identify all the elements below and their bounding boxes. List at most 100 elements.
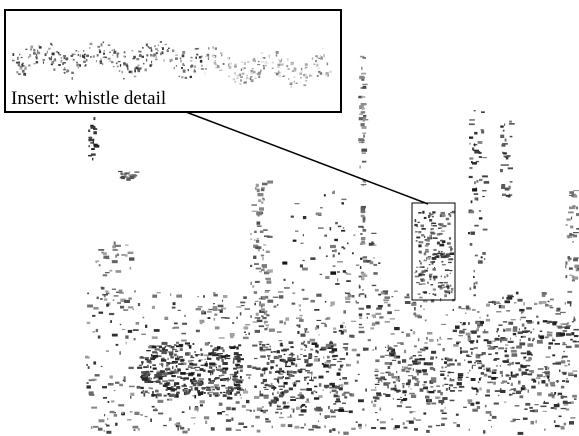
spectrogram-mark bbox=[211, 427, 215, 430]
spectrogram-mark bbox=[304, 350, 305, 351]
detail-mark bbox=[428, 256, 430, 257]
whistle-mark bbox=[51, 64, 53, 66]
spectrogram-mark bbox=[480, 179, 483, 180]
spectrogram-mark bbox=[352, 252, 354, 254]
spectrogram-mark bbox=[484, 369, 485, 370]
spectrogram-mark bbox=[570, 226, 573, 229]
spectrogram-mark bbox=[527, 351, 531, 353]
whistle-mark bbox=[100, 51, 101, 53]
whistle-mark bbox=[296, 83, 298, 84]
spectrogram-mark bbox=[87, 356, 90, 357]
whistle-mark bbox=[61, 60, 62, 63]
spectrogram-mark bbox=[198, 306, 203, 308]
spectrogram-mark bbox=[302, 268, 308, 271]
detail-mark bbox=[447, 242, 451, 245]
spectrogram-mark bbox=[556, 310, 560, 312]
spectrogram-mark bbox=[555, 343, 561, 345]
spectrogram-mark bbox=[114, 390, 116, 391]
spectrogram-mark bbox=[286, 391, 288, 393]
spectrogram-mark bbox=[359, 76, 364, 79]
whistle-mark bbox=[25, 67, 27, 68]
spectrogram-mark bbox=[569, 195, 573, 196]
spectrogram-mark bbox=[319, 383, 322, 387]
whistle-mark bbox=[103, 42, 105, 44]
spectrogram-mark bbox=[360, 258, 362, 260]
spectrogram-mark bbox=[193, 378, 196, 381]
spectrogram-mark bbox=[247, 365, 251, 368]
spectrogram-mark bbox=[564, 351, 565, 352]
whistle-mark bbox=[269, 57, 270, 59]
spectrogram-mark bbox=[113, 249, 118, 251]
spectrogram-mark bbox=[251, 425, 254, 427]
spectrogram-mark bbox=[246, 374, 251, 376]
spectrogram-mark bbox=[325, 362, 331, 364]
spectrogram-mark bbox=[373, 245, 377, 246]
detail-mark bbox=[431, 233, 436, 235]
whistle-mark bbox=[36, 61, 38, 63]
spectrogram-mark bbox=[416, 419, 422, 421]
spectrogram-mark bbox=[219, 395, 220, 396]
spectrogram-mark bbox=[474, 294, 476, 296]
spectrogram-mark bbox=[207, 311, 212, 313]
spectrogram-mark bbox=[483, 430, 485, 433]
spectrogram-mark bbox=[311, 377, 312, 380]
spectrogram-mark bbox=[88, 145, 90, 147]
whistle-mark bbox=[86, 59, 88, 61]
spectrogram-mark bbox=[361, 211, 366, 214]
spectrogram-mark bbox=[470, 348, 474, 350]
spectrogram-mark bbox=[388, 366, 391, 369]
detail-mark bbox=[433, 225, 437, 227]
spectrogram-mark bbox=[455, 359, 457, 361]
spectrogram-mark bbox=[403, 385, 405, 388]
detail-mark bbox=[425, 245, 429, 246]
spectrogram-mark bbox=[450, 378, 452, 379]
spectrogram-mark bbox=[268, 269, 273, 272]
spectrogram-mark bbox=[450, 390, 455, 392]
whistle-mark bbox=[65, 57, 68, 60]
spectrogram-mark bbox=[254, 303, 256, 305]
detail-mark bbox=[424, 236, 425, 238]
whistle-mark bbox=[170, 59, 171, 62]
spectrogram-mark bbox=[297, 359, 301, 360]
whistle-mark bbox=[257, 64, 260, 65]
whistle-mark bbox=[194, 65, 195, 68]
spectrogram-mark bbox=[92, 158, 93, 161]
spectrogram-mark bbox=[361, 67, 362, 70]
spectrogram-mark bbox=[284, 354, 286, 355]
spectrogram-mark bbox=[361, 207, 366, 211]
spectrogram-mark bbox=[417, 372, 419, 375]
spectrogram-mark bbox=[199, 382, 203, 383]
whistle-mark bbox=[205, 72, 206, 75]
spectrogram-mark bbox=[440, 410, 443, 412]
spectrogram-mark bbox=[361, 149, 367, 152]
spectrogram-mark bbox=[555, 425, 560, 427]
whistle-mark bbox=[43, 59, 46, 61]
spectrogram-mark bbox=[304, 377, 307, 379]
spectrogram-mark bbox=[349, 393, 351, 396]
spectrogram-mark bbox=[305, 330, 306, 333]
whistle-mark bbox=[117, 66, 119, 68]
spectrogram-mark bbox=[88, 130, 90, 133]
spectrogram-mark bbox=[181, 340, 187, 342]
spectrogram-mark bbox=[509, 394, 513, 395]
spectrogram-mark bbox=[329, 429, 332, 432]
spectrogram-mark bbox=[288, 424, 293, 427]
spectrogram-mark bbox=[214, 314, 217, 316]
spectrogram-mark bbox=[305, 345, 307, 348]
spectrogram-mark bbox=[418, 362, 421, 365]
whistle-mark bbox=[37, 51, 40, 54]
spectrogram-mark bbox=[299, 305, 301, 307]
spectrogram-mark bbox=[558, 326, 563, 329]
whistle-mark bbox=[246, 75, 247, 76]
spectrogram-mark bbox=[533, 329, 534, 330]
spectrogram-mark bbox=[414, 345, 417, 347]
spectrogram-mark bbox=[152, 364, 156, 366]
whistle-mark bbox=[215, 47, 217, 50]
spectrogram-mark bbox=[287, 402, 288, 403]
spectrogram-mark bbox=[419, 297, 422, 299]
spectrogram-mark bbox=[152, 306, 155, 309]
spectrogram-mark bbox=[453, 422, 457, 423]
spectrogram-mark bbox=[459, 386, 464, 388]
spectrogram-mark bbox=[326, 371, 329, 373]
spectrogram-mark bbox=[396, 371, 397, 373]
